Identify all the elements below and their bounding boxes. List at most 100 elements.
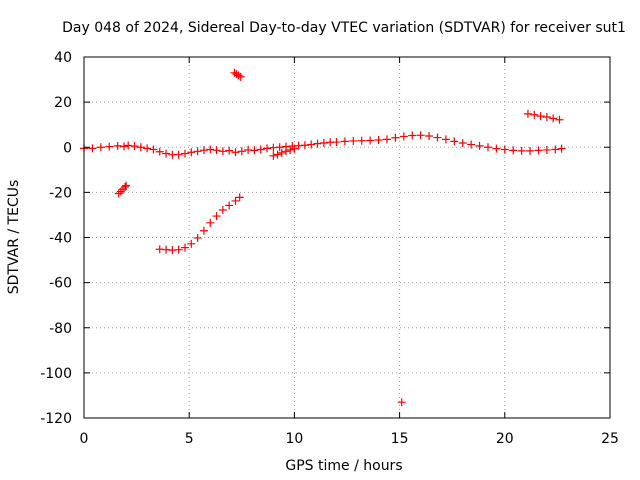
- data-point: [218, 205, 227, 214]
- data-point: [105, 142, 114, 151]
- data-point: [286, 145, 295, 154]
- data-point: [124, 141, 133, 150]
- data-point: [340, 137, 349, 146]
- data-point: [357, 136, 366, 145]
- data-point: [319, 138, 328, 147]
- x-tick-label: 15: [391, 431, 409, 447]
- data-point: [187, 239, 196, 248]
- data-point: [193, 233, 202, 242]
- data-point: [307, 140, 316, 149]
- data-point: [374, 136, 383, 145]
- data-point: [458, 138, 467, 147]
- data-point: [212, 212, 221, 221]
- data-point: [408, 131, 417, 140]
- series-segment-near-1.8: [114, 181, 131, 198]
- data-point: [391, 133, 400, 142]
- data-point: [483, 143, 492, 152]
- data-point: [212, 146, 221, 155]
- data-series: [80, 68, 566, 407]
- data-point: [534, 146, 543, 155]
- data-point: [143, 144, 152, 153]
- data-point: [300, 141, 309, 150]
- data-point: [332, 138, 341, 147]
- y-tick-label: -120: [40, 411, 72, 427]
- data-point: [122, 181, 131, 190]
- data-point: [349, 136, 358, 145]
- data-point: [263, 144, 272, 153]
- data-point: [277, 148, 286, 157]
- series-outlier: [397, 398, 406, 407]
- data-point: [542, 113, 551, 122]
- data-point: [366, 136, 375, 145]
- x-tick-label: 20: [496, 431, 514, 447]
- data-point: [290, 144, 299, 153]
- chart-title: Day 048 of 2024, Sidereal Day-to-day VTE…: [62, 20, 626, 36]
- data-point: [155, 147, 164, 156]
- data-point: [523, 109, 532, 118]
- data-point: [130, 142, 139, 151]
- data-point: [450, 137, 459, 146]
- data-point: [281, 147, 290, 156]
- data-point: [180, 243, 189, 252]
- data-point: [416, 131, 425, 140]
- data-point: [500, 145, 509, 154]
- data-point: [199, 226, 208, 235]
- y-tick-label: 0: [63, 140, 72, 156]
- data-point: [121, 182, 130, 191]
- series-segment-near-21.5: [523, 109, 564, 124]
- data-point: [313, 139, 322, 148]
- data-point: [542, 145, 551, 154]
- y-axis-label: SDTVAR / TECUs: [6, 180, 22, 295]
- data-point: [441, 135, 450, 144]
- data-point: [96, 143, 105, 152]
- axis-ticks: 0 5 10 15 20 25 -120 -100 -80 -60 -40 -20 0 20 40: [40, 50, 619, 447]
- y-tick-label: -60: [49, 276, 72, 292]
- plot-frame: [83, 56, 611, 419]
- data-point: [467, 140, 476, 149]
- data-point: [193, 147, 202, 156]
- data-point: [231, 196, 240, 205]
- data-point: [174, 150, 183, 159]
- data-point: [231, 148, 240, 157]
- data-point: [162, 149, 171, 158]
- data-point: [218, 147, 227, 156]
- data-point: [235, 193, 244, 202]
- data-point: [382, 135, 391, 144]
- data-point: [526, 146, 535, 155]
- data-point: [174, 245, 183, 254]
- data-point: [237, 147, 246, 156]
- grid: [84, 57, 610, 418]
- data-point: [149, 145, 158, 154]
- data-point: [269, 151, 278, 160]
- series-dip-near-9: [269, 144, 299, 160]
- data-point: [206, 218, 215, 227]
- data-point: [475, 141, 484, 150]
- data-point: [557, 144, 566, 153]
- x-tick-label: 25: [601, 431, 619, 447]
- y-tick-label: -100: [40, 366, 72, 382]
- data-point: [517, 146, 526, 155]
- data-point: [180, 149, 189, 158]
- data-point: [492, 144, 501, 153]
- x-tick-label: 10: [285, 431, 303, 447]
- data-point: [206, 145, 215, 154]
- x-tick-label: 0: [80, 431, 89, 447]
- series-main-trace: [80, 131, 566, 159]
- x-axis-label: GPS time / hours: [285, 458, 402, 474]
- data-point: [275, 143, 284, 152]
- data-point: [551, 145, 560, 154]
- data-point: [399, 132, 408, 141]
- data-point: [136, 143, 145, 152]
- data-point: [250, 146, 259, 155]
- series-descending-arc: [155, 193, 244, 255]
- data-point: [236, 72, 245, 81]
- y-tick-label: -20: [49, 185, 72, 201]
- y-tick-label: 20: [54, 95, 72, 111]
- y-tick-label: 40: [54, 50, 72, 66]
- data-point: [425, 131, 434, 140]
- data-point: [225, 146, 234, 155]
- data-point: [199, 146, 208, 155]
- data-point: [273, 150, 282, 159]
- data-point: [549, 114, 558, 123]
